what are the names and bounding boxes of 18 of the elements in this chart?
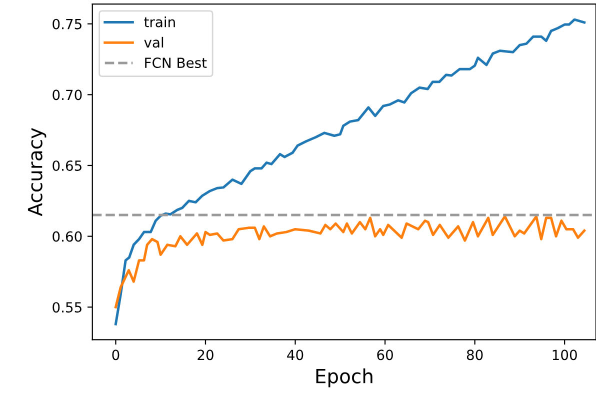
legend-label: val xyxy=(144,36,164,48)
x-tick-label: 60 xyxy=(377,350,393,360)
x-tick-label: 100 xyxy=(552,350,577,360)
x-tick-label: 80 xyxy=(466,350,483,360)
line-series xyxy=(114,18,586,326)
y-tick-label: 0.70 xyxy=(52,90,82,100)
x-tick-label: 20 xyxy=(198,350,214,360)
x-axis-title: Epoch xyxy=(316,368,372,388)
y-tick-label: 0.55 xyxy=(52,302,82,313)
y-axis-title: Accuracy xyxy=(28,128,46,216)
legend-label: train xyxy=(144,16,175,28)
line-series xyxy=(114,215,586,308)
x-tick-label: 0 xyxy=(112,350,120,360)
legend-label: FCN Best xyxy=(145,58,207,68)
x-tick-label: 40 xyxy=(287,350,304,360)
y-tick-label: 0.60 xyxy=(52,231,82,242)
y-tick-label: 0.65 xyxy=(52,160,82,171)
y-tick-label: 0.75 xyxy=(52,18,82,30)
